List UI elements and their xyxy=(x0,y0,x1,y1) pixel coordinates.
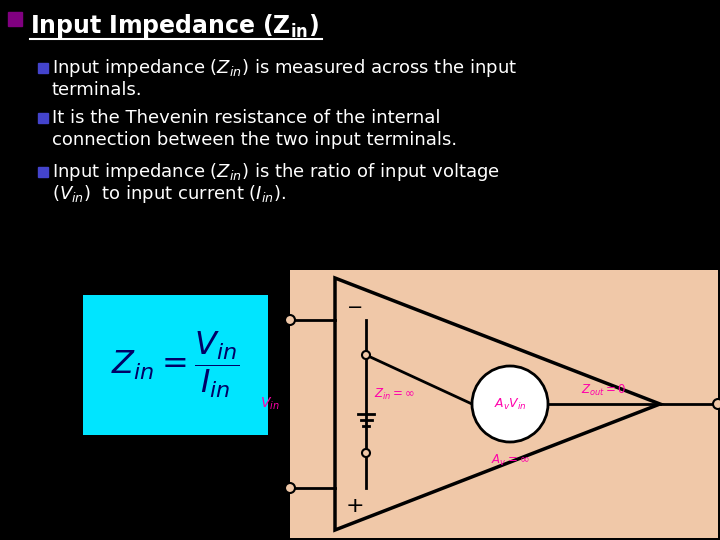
Text: $-$: $-$ xyxy=(346,295,362,314)
Polygon shape xyxy=(335,278,660,530)
Bar xyxy=(8,12,22,26)
Text: $Z_{in} = \dfrac{V_{in}}{I_{in}}$: $Z_{in} = \dfrac{V_{in}}{I_{in}}$ xyxy=(112,329,240,400)
Circle shape xyxy=(362,351,370,359)
Bar xyxy=(38,167,48,177)
Bar xyxy=(38,63,48,73)
Text: $\mathbf{Input\ Impedance\ (Z_{in})}$: $\mathbf{Input\ Impedance\ (Z_{in})}$ xyxy=(30,12,319,40)
Text: $A_v=\infty$: $A_v=\infty$ xyxy=(490,453,529,468)
Circle shape xyxy=(285,315,295,325)
Circle shape xyxy=(472,366,548,442)
Circle shape xyxy=(713,399,720,409)
Text: Input impedance ($Z_{in}$) is the ratio of input voltage: Input impedance ($Z_{in}$) is the ratio … xyxy=(52,161,500,183)
Text: terminals.: terminals. xyxy=(52,81,143,99)
Bar xyxy=(83,295,268,435)
Bar xyxy=(38,113,48,123)
Text: connection between the two input terminals.: connection between the two input termina… xyxy=(52,131,457,149)
Text: Input impedance ($Z_{in}$) is measured across the input: Input impedance ($Z_{in}$) is measured a… xyxy=(52,57,517,79)
Text: ($V_{in}$)  to input current ($I_{in}$).: ($V_{in}$) to input current ($I_{in}$). xyxy=(52,183,286,205)
Text: $Z_{out}=0$: $Z_{out}=0$ xyxy=(582,382,626,397)
Text: $V_{in}$: $V_{in}$ xyxy=(261,396,280,412)
Bar xyxy=(290,270,718,538)
Text: $A_vV_{in}$: $A_vV_{in}$ xyxy=(494,396,526,411)
Circle shape xyxy=(362,449,370,457)
Text: $Z_{in}=\infty$: $Z_{in}=\infty$ xyxy=(374,387,415,402)
Circle shape xyxy=(285,483,295,493)
Text: It is the Thevenin resistance of the internal: It is the Thevenin resistance of the int… xyxy=(52,109,441,127)
Text: $+$: $+$ xyxy=(345,496,363,516)
